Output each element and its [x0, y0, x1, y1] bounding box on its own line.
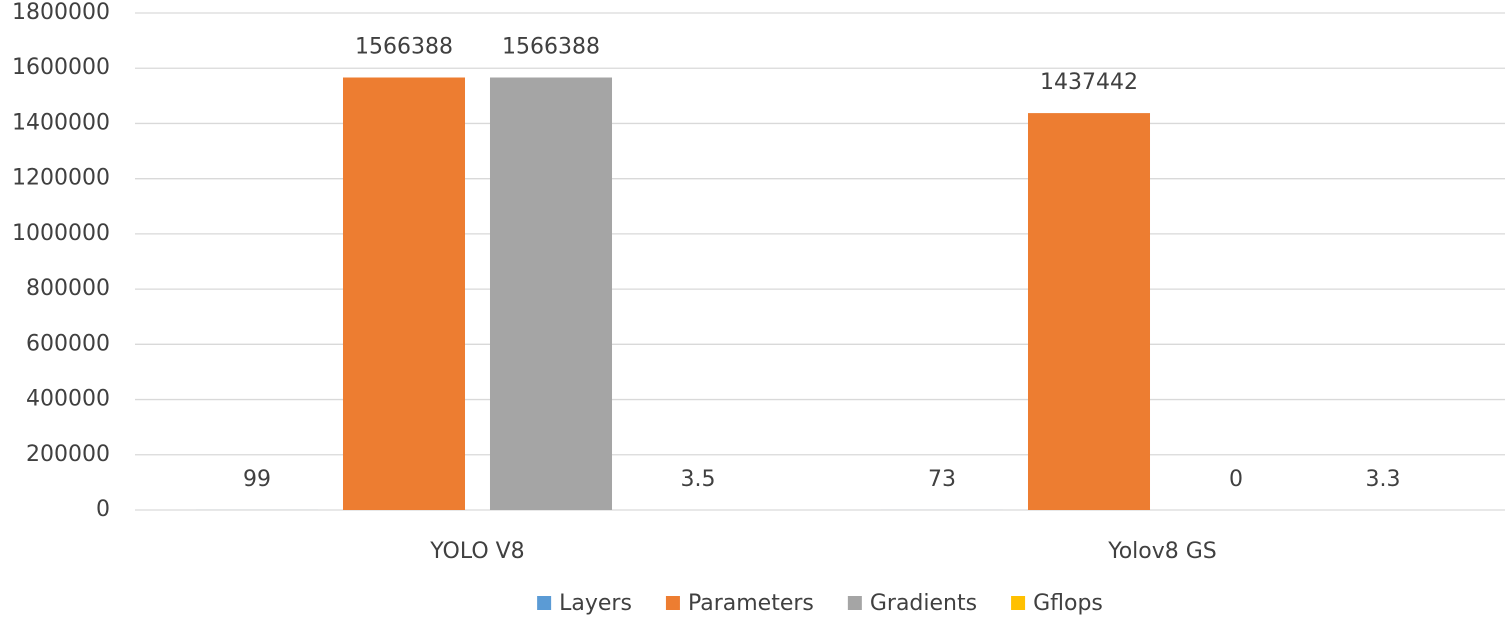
legend-swatch: [847, 596, 862, 610]
y-tick-label: 600000: [26, 331, 110, 356]
y-tick-label: 0: [96, 497, 110, 522]
data-label: 3.3: [1366, 467, 1401, 492]
x-tick-label: YOLO V8: [429, 539, 524, 564]
y-tick-label: 1600000: [12, 55, 110, 80]
bar: [1027, 113, 1151, 510]
bar: [489, 77, 613, 510]
data-label: 99: [243, 467, 271, 492]
y-tick-label: 800000: [26, 276, 110, 301]
legend-label: Layers: [559, 591, 632, 616]
data-label: 0: [1229, 467, 1243, 492]
y-tick-label: 200000: [26, 442, 110, 467]
legend-swatch: [665, 596, 680, 610]
bar: [342, 77, 466, 510]
y-tick-label: 1200000: [12, 166, 110, 191]
legend-label: Parameters: [688, 591, 814, 616]
data-label: 1437442: [1040, 70, 1138, 95]
legend-label: Gflops: [1033, 591, 1103, 616]
x-tick-label: Yolov8 GS: [1107, 539, 1217, 564]
data-label: 1566388: [502, 35, 600, 60]
y-tick-label: 1800000: [12, 0, 110, 25]
legend-swatch: [1011, 596, 1026, 610]
legend-label: Gradients: [870, 591, 977, 616]
y-tick-label: 1400000: [12, 110, 110, 135]
y-tick-label: 400000: [26, 387, 110, 412]
data-label: 1566388: [355, 35, 453, 60]
data-label: 3.5: [681, 467, 716, 492]
y-tick-label: 1000000: [12, 221, 110, 246]
data-label: 73: [928, 467, 956, 492]
legend-swatch: [537, 596, 552, 610]
